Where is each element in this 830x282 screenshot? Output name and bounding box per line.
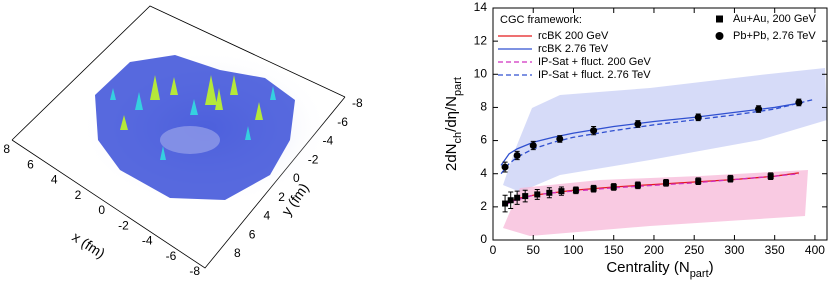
x-tick-label: -8 [189, 264, 200, 278]
data-point [694, 113, 702, 121]
surface-hole [160, 126, 220, 154]
y-tick-label: 4 [264, 209, 271, 223]
data-point [556, 135, 564, 143]
data-point [507, 197, 514, 204]
y-tick-label: 0 [293, 171, 300, 185]
data-point [727, 175, 734, 182]
x-tick-label: 0 [98, 203, 105, 217]
y-axis-label-part: 2dN [443, 143, 460, 171]
x-tick-label: 350 [765, 243, 785, 257]
plot-frame [492, 7, 828, 241]
data-point [695, 178, 702, 185]
data-point [767, 173, 774, 180]
data-point [501, 163, 509, 171]
x-tick-label: 400 [805, 243, 825, 257]
y-tick-label: 8 [234, 246, 241, 260]
x-tick-label: 8 [3, 142, 10, 156]
x-tick-label: 200 [644, 243, 664, 257]
y-tick-label: -8 [352, 96, 363, 110]
data-point [663, 179, 670, 186]
data-point [534, 191, 541, 198]
x-tick-label: 250 [684, 243, 704, 257]
data-point [529, 142, 537, 150]
x-tick-label: 300 [724, 243, 744, 257]
x-tick-label: 50 [527, 243, 541, 257]
y-tick-label: -4 [323, 134, 334, 148]
y-tick-label: 14 [474, 0, 488, 14]
curve [500, 98, 816, 175]
y-tick-label: 8 [480, 100, 487, 114]
data-point [522, 193, 529, 200]
x-axis-label-part: Centrality (N [606, 259, 689, 276]
y-axis-label: 2dNch/dη/Npart [443, 77, 464, 171]
data-point [513, 151, 521, 159]
surface [80, 50, 330, 206]
legend-label: Pb+Pb, 2.76 TeV [733, 30, 816, 42]
data-point [546, 189, 553, 196]
data-point [558, 188, 565, 195]
y-tick-label: 6 [249, 227, 256, 241]
y-tick-label: 2 [480, 199, 487, 213]
y-tick-label: 10 [474, 66, 488, 80]
legend-marker [716, 15, 723, 23]
legend-marker [715, 32, 724, 40]
x-tick-label: 150 [604, 243, 624, 257]
legend-title: CGC framework: [500, 14, 582, 26]
x-tick-label: -4 [142, 234, 153, 248]
data-point [634, 182, 641, 189]
surface-peak [120, 75, 263, 130]
y-axis-label-part: /dη/N [443, 96, 460, 132]
cloud-2760 [503, 68, 827, 192]
x-tick-label: 6 [27, 157, 34, 171]
data-point [514, 194, 521, 201]
y-tick-label: 4 [480, 166, 487, 180]
x-axis-label-part: ) [709, 259, 714, 276]
x-axis-label-part: part [690, 268, 709, 280]
x-axis-label: Centrality (Npart) [606, 259, 713, 280]
y-tick-label: 6 [480, 133, 487, 147]
x-tick-label: 0 [490, 243, 497, 257]
x-tick-label: -2 [118, 218, 129, 232]
x-tick-label: 100 [563, 243, 583, 257]
x-tick-label: -6 [166, 249, 177, 263]
data-point [610, 183, 617, 190]
y-axis-label-part: ch [452, 132, 464, 144]
x-tick-label: 2 [75, 188, 82, 202]
data-point [590, 127, 598, 135]
legend-label: Au+Au, 200 GeV [733, 13, 817, 25]
y-tick-label: -6 [337, 115, 348, 129]
x-axis-label: x (fm) [69, 228, 108, 261]
x-tick-label: 4 [51, 173, 58, 187]
data-point [502, 200, 509, 207]
data-point [590, 185, 597, 192]
y-axis-label-part: part [452, 77, 464, 96]
data-point [572, 187, 579, 194]
cloud-200 [503, 170, 808, 236]
event-clouds [503, 68, 827, 236]
data-point [755, 105, 763, 113]
legend-label: IP-Sat + fluct. 200 GeV [538, 56, 651, 68]
legend-label: rcBK 2.76 TeV [538, 43, 609, 55]
y-tick-label: -2 [308, 152, 319, 166]
legend-label: rcBK 200 GeV [538, 30, 609, 42]
legend-label: IP-Sat + fluct. 2.76 TeV [538, 69, 651, 81]
y-tick-label: 2 [278, 190, 285, 204]
data-point [634, 120, 642, 128]
y-tick-label: 12 [474, 33, 488, 47]
y-tick-label: 0 [480, 232, 487, 246]
data-point [795, 98, 803, 106]
